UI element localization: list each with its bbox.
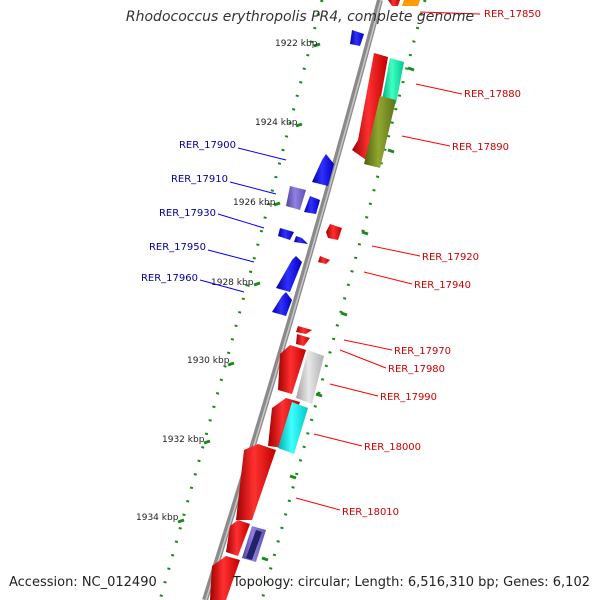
gene-arrow[interactable]: [352, 53, 388, 160]
gene-label[interactable]: RER_17990: [380, 392, 437, 403]
gene-arrow[interactable]: [326, 224, 342, 240]
gene-label[interactable]: RER_17930: [159, 208, 216, 219]
scale-label: 1934 kbp: [136, 513, 179, 523]
gene-arrow[interactable]: [276, 256, 302, 292]
gene-arrow[interactable]: [278, 345, 306, 394]
backbone-highlight: [205, 0, 382, 600]
gene-label[interactable]: RER_17920: [422, 252, 479, 263]
gene-arrow[interactable]: [388, 0, 400, 6]
gene-arrow[interactable]: [318, 256, 330, 264]
gene-arrow[interactable]: [286, 186, 306, 210]
gene-label[interactable]: RER_17900: [179, 140, 236, 151]
gene-arrow[interactable]: [294, 236, 308, 244]
scale-label: 1924 kbp: [255, 118, 298, 128]
scale-label: 1922 kbp: [275, 39, 318, 49]
map-title: Rhodococcus erythropolis PR4, complete g…: [125, 9, 475, 25]
scale-label: 1928 kbp: [211, 278, 254, 288]
reverse-genes: [272, 30, 364, 316]
gene-arrow[interactable]: [246, 530, 262, 560]
gene-arrow[interactable]: [296, 334, 310, 346]
backbone-line: [202, 0, 383, 600]
scale-ticks-right: [261, 66, 415, 562]
gene-arrow[interactable]: [382, 58, 404, 104]
gene-arrow[interactable]: [304, 196, 320, 214]
leader-lines-right: [295, 11, 481, 511]
gene-label[interactable]: RER_17850: [484, 9, 541, 20]
gene-arrow[interactable]: [278, 228, 294, 240]
accession-text: Accession: NC_012490: [9, 575, 157, 590]
gene-label[interactable]: RER_18010: [342, 507, 399, 518]
gene-arrow[interactable]: [312, 154, 334, 186]
gene-label[interactable]: RER_17980: [388, 364, 445, 375]
gene-arrow[interactable]: [350, 30, 364, 46]
gene-label[interactable]: RER_17960: [141, 273, 198, 284]
gene-label[interactable]: RER_17940: [414, 280, 471, 291]
gene-arrow[interactable]: [278, 402, 308, 454]
gene-label[interactable]: RER_17910: [171, 174, 228, 185]
gene-arrow[interactable]: [226, 520, 250, 556]
gene-arrow[interactable]: [272, 292, 292, 316]
gene-arrow[interactable]: [236, 444, 276, 520]
gene-arrow[interactable]: [402, 0, 420, 6]
scale-label: 1930 kbp: [187, 356, 230, 366]
scale-label: 1932 kbp: [162, 435, 205, 445]
gene-label[interactable]: RER_17950: [149, 242, 206, 253]
gene-arrow[interactable]: [364, 96, 396, 168]
gene-arrow[interactable]: [296, 350, 324, 404]
gene-label[interactable]: RER_17880: [464, 89, 521, 100]
leader-lines-left: [199, 147, 287, 293]
scale-ticks-left: [177, 42, 321, 524]
gene-arrow[interactable]: [210, 556, 240, 600]
gene-label[interactable]: RER_17890: [452, 142, 509, 153]
forward-genes: [210, 0, 420, 600]
scale-label: 1926 kbp: [233, 198, 276, 208]
gene-arrow[interactable]: [296, 326, 312, 334]
gene-label[interactable]: RER_17970: [394, 346, 451, 357]
genome-summary-text: Topology: circular; Length: 6,516,310 bp…: [232, 575, 590, 590]
gene-label[interactable]: RER_18000: [364, 442, 421, 453]
